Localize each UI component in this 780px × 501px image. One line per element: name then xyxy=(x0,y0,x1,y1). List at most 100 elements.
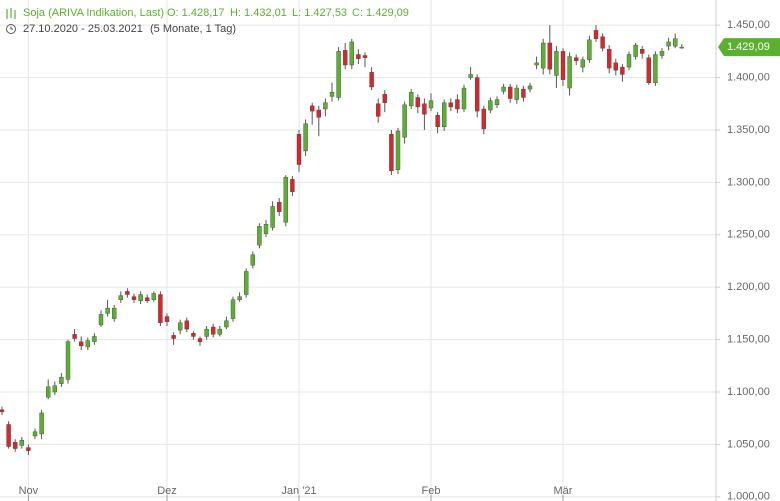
clock-icon xyxy=(6,24,16,34)
candle-body xyxy=(349,41,354,66)
y-tick-label: 1.350,00 xyxy=(727,124,770,136)
candle-body xyxy=(39,412,44,435)
candle-body xyxy=(283,176,288,223)
ohlc-close: C: 1.429,09 xyxy=(352,7,409,19)
candle-body xyxy=(593,30,599,39)
candle-body xyxy=(197,338,203,342)
candle-body xyxy=(527,85,533,90)
last-price-label: 1.429,09 xyxy=(727,41,770,53)
candle-body xyxy=(389,133,394,172)
candle-body xyxy=(547,42,552,70)
candle-body xyxy=(171,335,176,339)
candle-body xyxy=(78,341,84,347)
x-tick-label: Nov xyxy=(19,485,39,497)
candle-body xyxy=(237,296,242,300)
candle-body xyxy=(428,100,434,109)
candle-body xyxy=(521,88,526,98)
candle-body xyxy=(6,424,11,447)
candle-body xyxy=(184,320,190,330)
candle-body xyxy=(224,320,229,328)
y-tick-label: 1.050,00 xyxy=(727,438,770,450)
candle-body xyxy=(613,62,618,71)
candle-body xyxy=(560,51,566,80)
candle-body xyxy=(191,333,196,337)
candle-body xyxy=(52,385,57,393)
candle-body xyxy=(580,59,585,68)
last-price-marker xyxy=(718,38,780,57)
y-tick-label: 1.450,00 xyxy=(727,19,770,31)
candle-body xyxy=(72,334,77,339)
candle-body xyxy=(494,99,500,106)
candle-body xyxy=(329,92,335,97)
candle-body xyxy=(508,86,513,99)
candle-body xyxy=(343,50,348,66)
candle-body xyxy=(98,314,104,326)
y-tick-label: 1.200,00 xyxy=(727,281,770,293)
candle-body xyxy=(442,102,447,128)
candle-body xyxy=(85,340,91,348)
date-range: 27.10.2020 - 25.03.2021 xyxy=(23,23,143,35)
candle-body xyxy=(666,41,671,47)
y-tick-label: 1.100,00 xyxy=(727,386,770,398)
candle-body xyxy=(673,38,678,47)
candle-body xyxy=(356,54,361,59)
candle-body xyxy=(336,51,341,98)
candle-body xyxy=(620,66,625,75)
ohlc-open: O: 1.428,17 xyxy=(167,7,225,19)
candle-body xyxy=(59,377,64,384)
candle-body xyxy=(12,442,18,449)
x-tick-label: Dez xyxy=(157,485,177,497)
candle-body xyxy=(230,299,236,319)
candle-body xyxy=(250,254,256,266)
candle-body xyxy=(138,294,143,302)
candle-body xyxy=(125,291,130,295)
candle-body xyxy=(409,92,414,107)
y-tick-label: 1.000,00 xyxy=(727,491,770,501)
candle-body xyxy=(501,86,506,92)
candle-body xyxy=(263,224,269,234)
candle-body xyxy=(534,62,539,66)
y-tick-label: 1.250,00 xyxy=(727,229,770,241)
candle-body xyxy=(270,206,275,228)
candle-body xyxy=(26,447,31,451)
candle-body xyxy=(435,115,440,128)
candle-body xyxy=(277,202,282,212)
candle-body xyxy=(217,328,223,335)
y-tick-label: 1.150,00 xyxy=(727,333,770,345)
candle-body xyxy=(0,409,5,413)
candle-body xyxy=(144,297,150,302)
candle-body xyxy=(679,46,684,49)
candle-body xyxy=(448,102,453,108)
candle-body xyxy=(204,328,209,337)
candle-body xyxy=(131,296,137,300)
candle-body xyxy=(92,336,97,342)
candle-body xyxy=(382,94,387,103)
candle-body xyxy=(607,49,612,69)
candle-body xyxy=(541,42,546,69)
candle-body xyxy=(369,72,374,88)
candle-body xyxy=(455,99,460,110)
ohlc-low: L: 1.427,53 xyxy=(292,7,347,19)
candle-body xyxy=(111,307,117,319)
y-tick-label: 1.300,00 xyxy=(727,176,770,188)
candle-body xyxy=(659,51,665,56)
candle-body xyxy=(626,54,632,68)
candle-body xyxy=(587,39,592,60)
candle-body xyxy=(554,51,559,76)
candle-body xyxy=(310,105,315,112)
chart-icon xyxy=(6,8,16,19)
candle-body xyxy=(177,322,183,331)
candle-body xyxy=(243,271,249,295)
candle-body xyxy=(362,55,368,58)
x-tick-label: Jan '21 xyxy=(281,485,316,497)
candle-body xyxy=(151,293,157,300)
candle-body xyxy=(475,77,480,112)
candle-body xyxy=(376,103,381,117)
candle-body xyxy=(481,108,486,130)
candle-body xyxy=(574,57,579,61)
x-tick-label: Mär xyxy=(554,485,573,497)
candle-body xyxy=(105,307,110,314)
candle-body xyxy=(633,44,638,57)
candle-body xyxy=(296,133,302,165)
